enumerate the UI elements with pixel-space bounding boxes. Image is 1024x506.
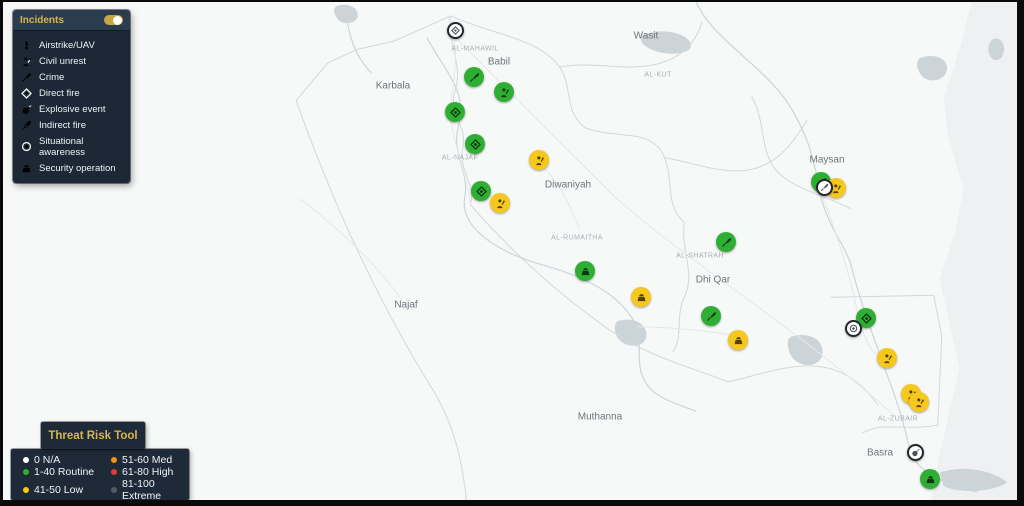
risk-dot-na: [23, 457, 29, 463]
incident-marker-explosive-event[interactable]: [907, 444, 924, 461]
legend-item-airstrike-uav: Airstrike/UAV: [13, 37, 130, 53]
legend-item-explosive-event: Explosive event: [13, 101, 130, 117]
incident-marker-crime[interactable]: [716, 232, 736, 252]
incident-marker-direct-fire[interactable]: [471, 181, 491, 201]
incident-marker-civil-unrest[interactable]: [909, 392, 929, 412]
incident-marker-security-operation[interactable]: [631, 287, 651, 307]
incident-marker-security-operation[interactable]: [920, 469, 940, 489]
incident-marker-security-operation[interactable]: [575, 261, 595, 281]
map-canvas[interactable]: Karbala Babil Wasit Najaf Diwaniyah Muthanna D…: [3, 2, 1017, 500]
civil-unrest-icon: [495, 198, 506, 209]
risk-item-label: 51-60 Med: [122, 454, 173, 466]
legend-item-label: Security operation: [39, 162, 116, 174]
indirect-fire-icon: [21, 120, 32, 131]
legend-item-label: Crime: [39, 71, 65, 83]
incident-marker-security-operation[interactable]: [728, 330, 748, 350]
crime-icon: [469, 72, 480, 83]
incidents-panel-title: Incidents: [20, 14, 64, 26]
risk-item-extreme: 81-100 Extreme: [111, 478, 183, 500]
security-operation-icon: [21, 163, 32, 174]
threat-risk-tool-title: Threat Risk Tool: [48, 429, 138, 442]
risk-dot-high: [111, 469, 117, 475]
direct-fire-icon: [470, 139, 481, 150]
crime-icon: [706, 311, 717, 322]
legend-item-label: Explosive event: [39, 103, 106, 115]
legend-item-label: Indirect fire: [39, 119, 86, 131]
incidents-panel-header: Incidents: [13, 10, 130, 31]
airstrike-uav-icon: [21, 40, 32, 51]
legend-item-security-operation: Security operation: [13, 160, 130, 176]
risk-item-label: 1-40 Routine: [34, 466, 95, 478]
risk-item-label: 41-50 Low: [34, 484, 84, 496]
legend-item-label: Direct fire: [39, 87, 80, 99]
incidents-panel: Incidents Airstrike/UAV Civil unrest Cri…: [13, 10, 130, 183]
direct-fire-icon: [21, 88, 32, 99]
risk-item-label: 81-100 Extreme: [122, 478, 162, 500]
legend-item-label: Civil unrest: [39, 55, 86, 67]
threat-risk-tool-panel: 0 N/A 1-40 Routine 41-50 Low 51-60 Med 6…: [11, 449, 189, 500]
direct-fire-icon: [476, 186, 487, 197]
legend-item-crime: Crime: [13, 69, 130, 85]
legend-item-label: Situational awareness: [39, 135, 85, 158]
risk-item-low: 41-50 Low: [23, 478, 111, 500]
map-markers-layer: [3, 2, 1017, 500]
incident-marker-situational-awareness[interactable]: [845, 320, 862, 337]
risk-dot-extreme: [111, 487, 117, 493]
risk-item-label: 0 N/A: [34, 454, 61, 466]
crime-icon: [21, 72, 32, 83]
toggle-knob: [113, 15, 122, 25]
threat-risk-tool-header: Threat Risk Tool: [41, 422, 145, 449]
risk-item-routine: 1-40 Routine: [23, 466, 111, 478]
crime-icon: [820, 183, 829, 192]
explosive-event-icon: [21, 104, 32, 115]
civil-unrest-icon: [914, 397, 925, 408]
legend-item-civil-unrest: Civil unrest: [13, 53, 130, 69]
security-operation-icon: [580, 266, 591, 277]
risk-dot-routine: [23, 469, 29, 475]
civil-unrest-icon: [21, 56, 32, 67]
incidents-legend-list: Airstrike/UAV Civil unrest Crime Direct …: [13, 31, 130, 183]
incident-marker-direct-fire[interactable]: [447, 22, 464, 39]
incident-marker-direct-fire[interactable]: [856, 308, 876, 328]
security-operation-icon: [925, 474, 936, 485]
risk-item-na: 0 N/A: [23, 454, 111, 466]
incident-marker-direct-fire[interactable]: [445, 102, 465, 122]
incidents-toggle[interactable]: [104, 15, 123, 25]
legend-item-situational-awareness: Situational awareness: [13, 133, 130, 160]
risk-item-label: 61-80 High: [122, 466, 174, 478]
incident-marker-civil-unrest[interactable]: [877, 348, 897, 368]
civil-unrest-icon: [499, 87, 510, 98]
legend-item-direct-fire: Direct fire: [13, 85, 130, 101]
direct-fire-icon: [861, 313, 872, 324]
incident-marker-direct-fire[interactable]: [465, 134, 485, 154]
situational-awareness-icon: [849, 324, 858, 333]
incident-marker-civil-unrest[interactable]: [490, 193, 510, 213]
incident-marker-civil-unrest[interactable]: [529, 150, 549, 170]
risk-dot-low: [23, 487, 29, 493]
risk-item-med: 51-60 Med: [111, 454, 183, 466]
risk-item-high: 61-80 High: [111, 466, 183, 478]
explosive-event-icon: [911, 448, 920, 457]
incident-marker-crime[interactable]: [816, 179, 833, 196]
legend-item-indirect-fire: Indirect fire: [13, 117, 130, 133]
crime-icon: [721, 237, 732, 248]
risk-dot-med: [111, 457, 117, 463]
direct-fire-icon: [451, 26, 460, 35]
incident-marker-crime[interactable]: [464, 67, 484, 87]
civil-unrest-icon: [534, 155, 545, 166]
civil-unrest-icon: [882, 353, 893, 364]
security-operation-icon: [636, 292, 647, 303]
security-operation-icon: [733, 335, 744, 346]
legend-item-label: Airstrike/UAV: [39, 39, 95, 51]
situational-awareness-icon: [21, 141, 32, 152]
incident-marker-civil-unrest[interactable]: [494, 82, 514, 102]
direct-fire-icon: [450, 107, 461, 118]
incident-marker-crime[interactable]: [701, 306, 721, 326]
